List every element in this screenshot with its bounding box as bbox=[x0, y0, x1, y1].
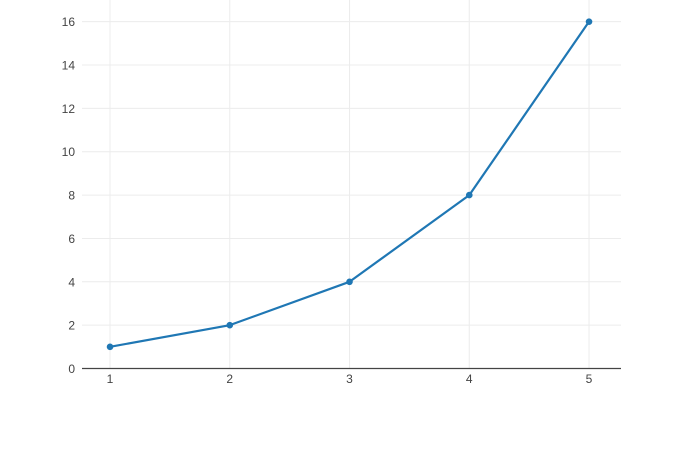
y-tick-label: 6 bbox=[68, 232, 75, 246]
y-tick-label: 10 bbox=[62, 145, 76, 159]
y-tick-label: 2 bbox=[68, 319, 75, 333]
x-tick-label: 4 bbox=[466, 372, 473, 386]
x-tick-label: 2 bbox=[226, 372, 233, 386]
y-tick-label: 8 bbox=[68, 189, 75, 203]
x-tick-label: 3 bbox=[346, 372, 353, 386]
data-point[interactable] bbox=[465, 191, 473, 199]
data-series bbox=[106, 18, 593, 351]
data-point[interactable] bbox=[106, 343, 114, 351]
data-point[interactable] bbox=[346, 278, 353, 286]
data-point[interactable] bbox=[226, 321, 234, 329]
y-tick-label: 14 bbox=[62, 59, 76, 73]
x-tick-label: 1 bbox=[107, 372, 114, 386]
y-tick-label: 16 bbox=[62, 15, 76, 29]
y-tick-label: 12 bbox=[62, 102, 76, 116]
y-tick-label: 4 bbox=[68, 275, 75, 289]
data-point[interactable] bbox=[585, 18, 593, 25]
y-tick-label: 0 bbox=[68, 362, 75, 376]
gridlines bbox=[82, 0, 621, 369]
x-tick-label: 5 bbox=[586, 372, 593, 386]
